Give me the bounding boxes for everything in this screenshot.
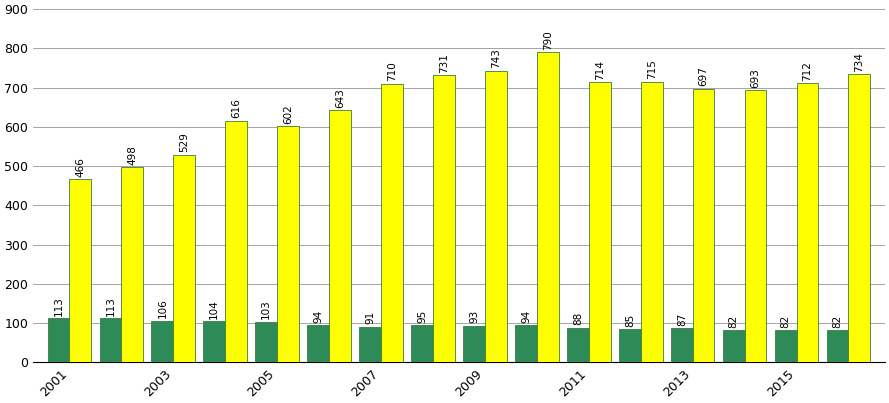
Text: 498: 498 [127, 145, 137, 164]
Bar [433, 75, 455, 362]
Text: 466: 466 [76, 157, 85, 177]
Text: 643: 643 [335, 88, 345, 108]
Text: 715: 715 [646, 60, 657, 79]
Text: 113: 113 [106, 296, 116, 316]
Bar [100, 318, 121, 362]
Bar [485, 71, 507, 362]
Text: 734: 734 [854, 52, 864, 72]
Text: 710: 710 [387, 62, 396, 81]
Bar [173, 155, 195, 362]
Text: 93: 93 [469, 310, 479, 323]
Bar [641, 82, 662, 362]
Text: 602: 602 [283, 104, 293, 124]
Bar [567, 328, 589, 362]
Text: 104: 104 [209, 299, 220, 319]
Bar [693, 89, 715, 362]
Bar [848, 74, 870, 362]
Bar [537, 52, 558, 362]
Bar [69, 179, 92, 362]
Bar [381, 84, 403, 362]
Bar [255, 322, 277, 362]
Text: 616: 616 [231, 98, 241, 118]
Bar [277, 126, 299, 362]
Bar [308, 325, 329, 362]
Text: 94: 94 [521, 310, 531, 323]
Bar [225, 120, 247, 362]
Text: 91: 91 [365, 311, 375, 324]
Text: 714: 714 [595, 60, 605, 80]
Bar [204, 322, 225, 362]
Text: 82: 82 [833, 314, 843, 328]
Bar [463, 326, 485, 362]
Bar [671, 328, 693, 362]
Bar [411, 325, 433, 362]
Bar [827, 330, 848, 362]
Bar [774, 330, 797, 362]
Bar [797, 83, 819, 362]
Text: 85: 85 [625, 313, 635, 326]
Text: 790: 790 [543, 30, 553, 50]
Text: 106: 106 [157, 299, 167, 318]
Bar [619, 329, 641, 362]
Text: 82: 82 [781, 314, 790, 328]
Text: 697: 697 [699, 66, 709, 87]
Text: 693: 693 [750, 68, 760, 88]
Text: 82: 82 [729, 314, 739, 328]
Text: 743: 743 [491, 48, 501, 69]
Text: 731: 731 [439, 53, 449, 73]
Text: 712: 712 [803, 61, 813, 81]
Bar [48, 318, 69, 362]
Text: 95: 95 [417, 310, 427, 323]
Bar [589, 82, 611, 362]
Bar [151, 321, 173, 362]
Bar [329, 110, 351, 362]
Text: 94: 94 [313, 310, 324, 323]
Text: 103: 103 [261, 300, 271, 320]
Bar [723, 330, 745, 362]
Text: 529: 529 [180, 133, 189, 152]
Bar [359, 326, 381, 362]
Bar [745, 90, 766, 362]
Text: 113: 113 [53, 296, 63, 316]
Text: 87: 87 [677, 312, 686, 326]
Bar [121, 167, 143, 362]
Text: 88: 88 [573, 312, 583, 325]
Bar [515, 325, 537, 362]
